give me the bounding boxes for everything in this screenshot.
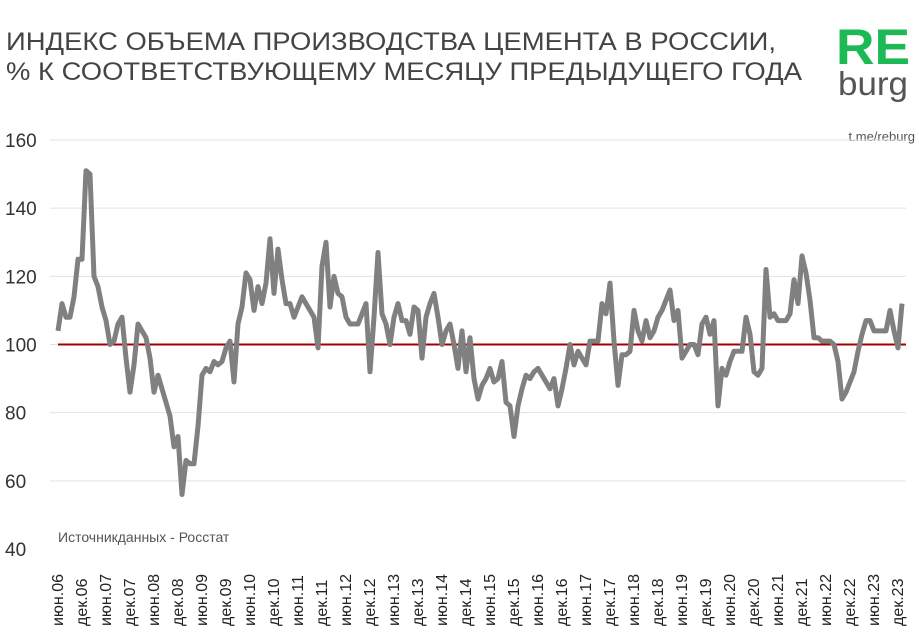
x-tick-label: дек.13 (410, 578, 427, 626)
x-tick-label: дек.20 (746, 578, 763, 626)
x-tick-label: дек.16 (554, 578, 571, 626)
y-tick-label: 40 (5, 540, 26, 561)
y-tick-label: 100 (5, 336, 37, 357)
x-tick-label: июн.10 (242, 574, 259, 626)
logo: RE burg (836, 19, 910, 102)
x-tick-label: июн.06 (50, 574, 67, 626)
y-tick-label: 140 (5, 199, 37, 220)
x-tick-label: июн.16 (530, 574, 547, 626)
y-tick-label: 160 (5, 131, 37, 152)
title-line-2: % К СООТВЕТСТВУЮЩЕМУ МЕСЯЦУ ПРЕДЫДУЩЕГО … (6, 58, 802, 86)
x-tick-label: дек.09 (218, 578, 235, 626)
x-tick-label: июн.11 (290, 575, 307, 626)
x-tick-label: июн.22 (818, 574, 835, 626)
x-tick-label: июн.12 (338, 574, 355, 626)
x-tick-label: июн.09 (194, 574, 211, 626)
y-tick-label: 60 (5, 472, 26, 493)
x-tick-label: июн.08 (146, 574, 163, 626)
source-note: Источникданных - Росстат (58, 529, 230, 545)
series-line (55, 168, 905, 497)
x-tick-label: дек.06 (74, 578, 91, 626)
x-tick-label: июн.19 (674, 574, 691, 626)
x-tick-label: дек.10 (266, 578, 283, 626)
x-tick-label: июн.21 (770, 574, 787, 626)
x-tick-label: июн.15 (482, 574, 499, 626)
x-tick-label: дек.07 (122, 578, 139, 626)
x-tick-label: дек.17 (602, 578, 619, 626)
x-tick-label: дек.12 (362, 578, 379, 626)
y-tick-label: 80 (5, 404, 26, 425)
x-tick-label: дек.15 (506, 578, 523, 626)
x-tick-label: июн.07 (98, 574, 115, 626)
y-tick-label: 120 (5, 267, 37, 288)
x-tick-label: дек.18 (650, 578, 667, 626)
title-line-1: ИНДЕКС ОБЪЕМА ПРОИЗВОДСТВА ЦЕМЕНТА В РОС… (6, 28, 776, 56)
x-tick-label: дек.23 (890, 578, 907, 626)
x-tick-label: июн.23 (866, 574, 883, 626)
x-tick-label: дек.08 (170, 578, 187, 626)
logo-burg: burg (838, 65, 908, 102)
x-tick-label: дек.22 (842, 578, 859, 626)
telegram-link[interactable]: t.me/reburg (849, 129, 915, 144)
x-tick-label: июн.14 (434, 574, 451, 626)
x-tick-label: июн.17 (578, 574, 595, 626)
x-tick-label: дек.21 (794, 578, 811, 626)
x-tick-label: июн.13 (386, 574, 403, 626)
x-tick-label: дек.14 (458, 578, 475, 626)
x-tick-label: июн.18 (626, 574, 643, 626)
logo-re: RE (836, 19, 910, 75)
x-tick-label: дек.11 (314, 580, 331, 626)
x-tick-label: июн.20 (722, 574, 739, 626)
x-tick-label: дек.19 (698, 578, 715, 626)
